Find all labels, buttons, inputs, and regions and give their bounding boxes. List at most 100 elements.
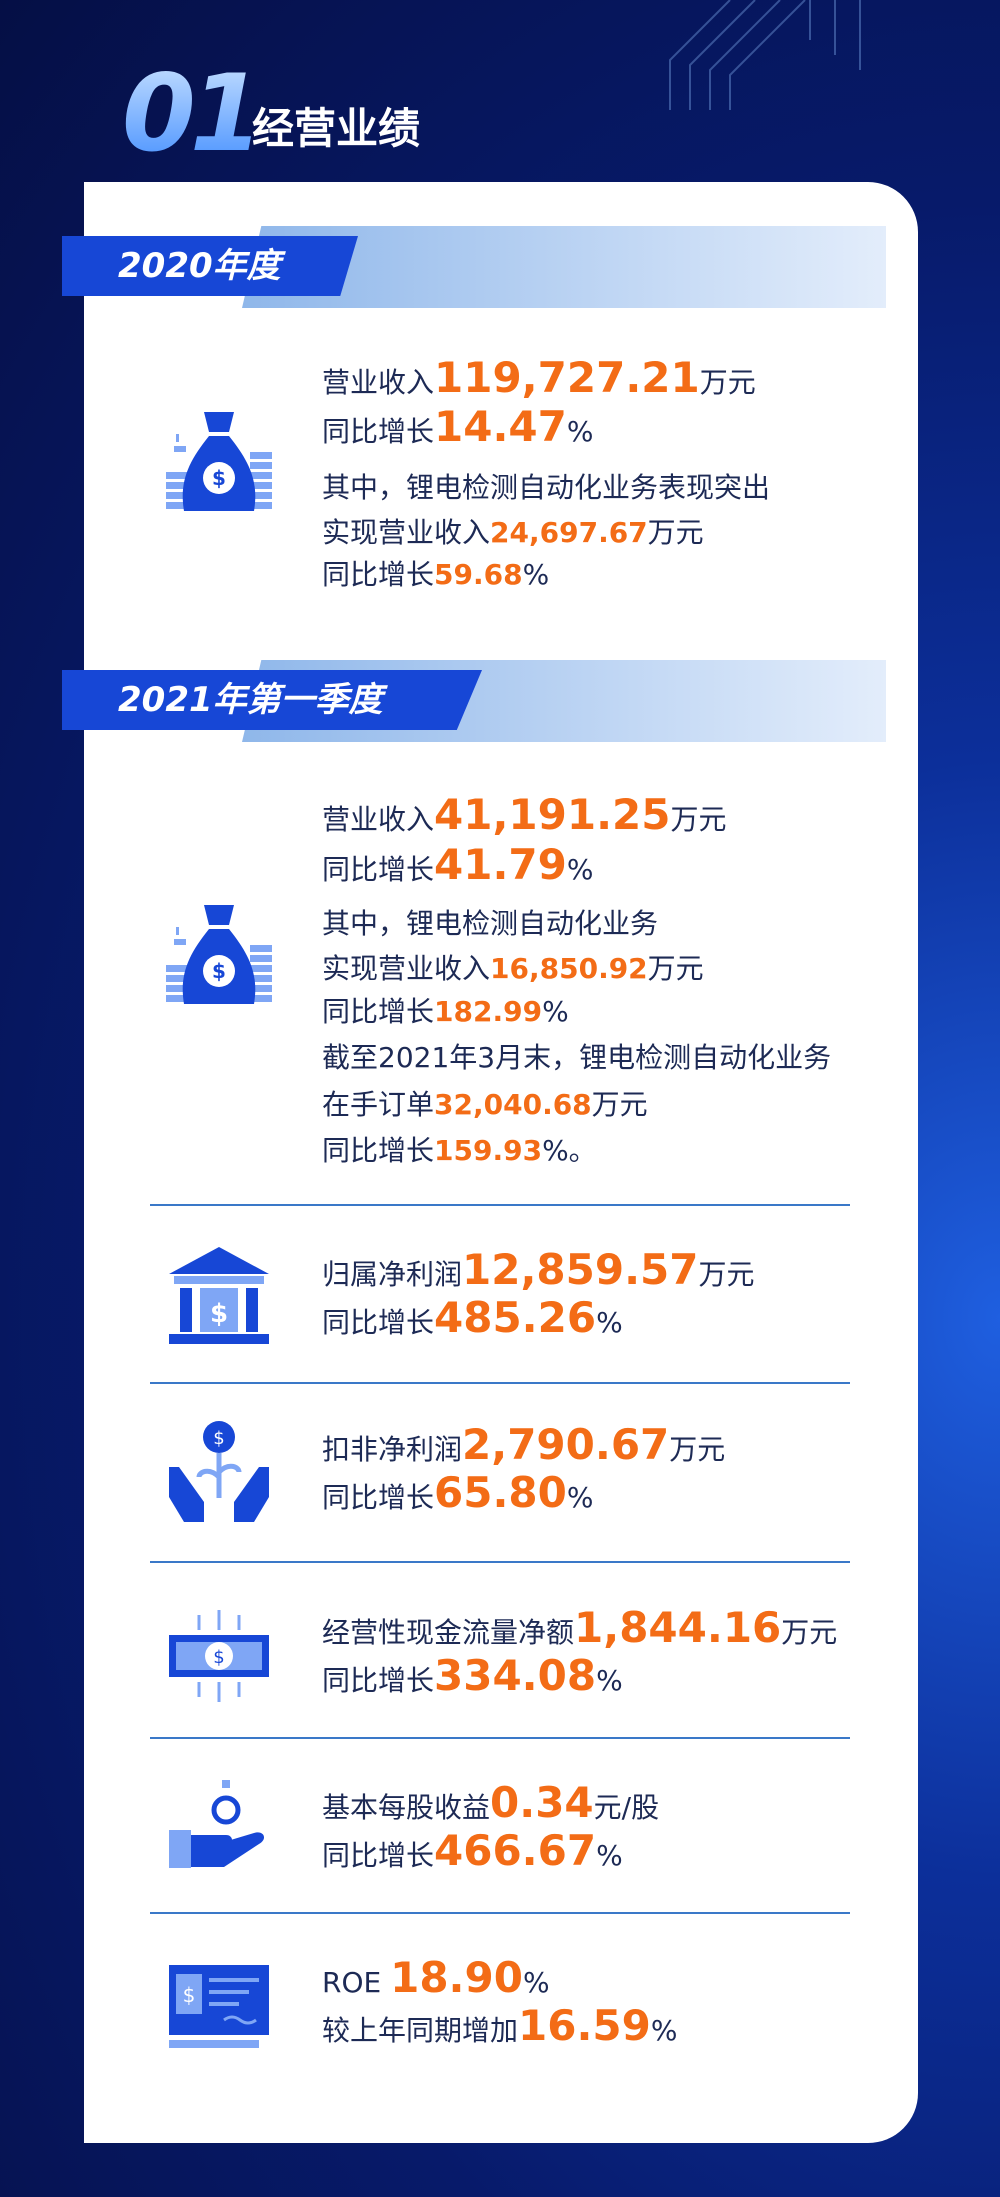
metric-unit: 万元: [669, 1433, 726, 1466]
metric-label: 同比增长: [322, 995, 435, 1028]
banknote-icon: $: [164, 1600, 274, 1710]
money-bag-icon: $: [164, 905, 274, 1015]
metric-line: ROE 18.90%: [322, 1957, 550, 2003]
metric-line: 同比增长485.26%: [322, 1297, 623, 1343]
metric-line: 营业收入41,191.25万元: [322, 794, 727, 840]
metric-unit: %: [596, 1839, 623, 1872]
metric-unit: 万元: [699, 366, 756, 399]
metric-unit: %: [650, 2014, 678, 2047]
divider: [150, 1204, 850, 1206]
metric-line: 同比增长159.93%。: [322, 1131, 597, 1171]
svg-text:$: $: [210, 1299, 228, 1329]
metric-line: 基本每股收益0.34元/股: [322, 1782, 660, 1828]
metric-label: 同比增长: [322, 558, 435, 591]
metric-unit: 万元: [670, 803, 727, 836]
hand-coin-icon: [164, 1775, 274, 1885]
metric-value: 24,697.67: [490, 516, 648, 549]
metric-value: 41.79: [434, 840, 567, 889]
metric-unit: %。: [542, 1134, 597, 1167]
metric-label: 同比增长: [322, 1664, 435, 1697]
section-title: 经营业绩: [252, 104, 421, 153]
metric-line: 在手订单32,040.68万元: [322, 1085, 648, 1125]
metric-line: 经营性现金流量净额1,844.16万元: [322, 1607, 838, 1653]
metric-value: 119,727.21: [434, 353, 700, 402]
metric-label: 营业收入: [322, 803, 435, 836]
metric-unit: 万元: [647, 952, 704, 985]
metric-unit: 元/股: [593, 1791, 660, 1824]
metric-unit: 万元: [698, 1258, 755, 1291]
text-line: 截至2021年3月末，锂电检测自动化业务: [322, 1041, 832, 1074]
divider: [150, 1912, 850, 1914]
metric-value: 466.67: [434, 1826, 597, 1875]
bank-icon: $: [164, 1242, 274, 1352]
metric-value: 18.90: [390, 1953, 523, 2002]
metric-label: 同比增长: [322, 1134, 435, 1167]
metric-unit: %: [566, 415, 594, 448]
text-line: 其中，锂电检测自动化业务: [322, 907, 659, 940]
metric-label: 在手订单: [322, 1088, 435, 1121]
metric-value: 65.80: [434, 1468, 567, 1517]
metric-label: 实现营业收入: [322, 952, 491, 985]
hands-plant-coin-icon: $: [164, 1417, 274, 1527]
metric-unit: %: [566, 853, 594, 886]
metric-line: 同比增长14.47%: [322, 406, 594, 452]
metric-label: 同比增长: [322, 1306, 435, 1339]
metric-unit: %: [522, 558, 550, 591]
metric-line: 实现营业收入16,850.92万元: [322, 949, 704, 989]
metric-label: 经营性现金流量净额: [322, 1616, 575, 1649]
metric-value: 2,790.67: [462, 1420, 670, 1469]
divider: [150, 1382, 850, 1384]
metric-value: 32,040.68: [434, 1088, 592, 1121]
metric-label: 扣非净利润: [322, 1433, 463, 1466]
metric-label: 营业收入: [322, 366, 435, 399]
metric-value: 41,191.25: [434, 790, 671, 839]
metric-unit: 万元: [591, 1088, 648, 1121]
metric-line: 同比增长59.68%: [322, 555, 549, 595]
metric-line: 实现营业收入24,697.67万元: [322, 513, 704, 553]
metric-value: 59.68: [434, 558, 523, 591]
metric-unit: %: [596, 1306, 623, 1339]
metric-label: 较上年同期增加: [322, 2014, 519, 2047]
metric-unit: %: [542, 995, 569, 1028]
metric-line: 同比增长182.99%: [322, 992, 569, 1032]
metric-value: 159.93: [434, 1134, 543, 1167]
metric-label: 实现营业收入: [322, 516, 491, 549]
divider: [150, 1561, 850, 1563]
metric-line: 较上年同期增加16.59%: [322, 2005, 678, 2051]
metric-line: 同比增长334.08%: [322, 1655, 623, 1701]
metric-label: 同比增长: [322, 1481, 435, 1514]
metric-label: 基本每股收益: [322, 1791, 491, 1824]
circuit-decoration: [669, 0, 861, 110]
metric-value: 0.34: [490, 1778, 594, 1827]
metric-label: 归属净利润: [322, 1258, 463, 1291]
metric-label: 同比增长: [322, 415, 435, 448]
svg-text:$: $: [183, 1983, 196, 2007]
metric-line: 扣非净利润2,790.67万元: [322, 1424, 726, 1470]
text-line: 其中，锂电检测自动化业务表现突出: [322, 471, 771, 504]
metric-label: 同比增长: [322, 853, 435, 886]
metric-unit: 万元: [647, 516, 704, 549]
metric-value: 14.47: [434, 402, 567, 451]
metric-line: 营业收入119,727.21万元: [322, 357, 756, 403]
metric-line: 同比增长65.80%: [322, 1472, 594, 1518]
metric-unit: %: [522, 1966, 550, 1999]
svg-text:$: $: [212, 466, 226, 490]
metric-line: 同比增长466.67%: [322, 1830, 623, 1876]
svg-text:$: $: [213, 1428, 224, 1449]
metric-unit: %: [566, 1481, 594, 1514]
metric-unit: %: [596, 1664, 623, 1697]
metric-value: 1,844.16: [574, 1603, 782, 1652]
svg-text:$: $: [213, 1647, 224, 1668]
metric-value: 485.26: [434, 1293, 597, 1342]
tag-2020: 2020年度: [62, 236, 358, 296]
check-document-icon: $: [164, 1950, 274, 2060]
metric-label: 同比增长: [322, 1839, 435, 1872]
section-number: 01: [122, 52, 263, 175]
tag-2021q1: 2021年第一季度: [62, 670, 482, 730]
metric-unit: 万元: [781, 1616, 838, 1649]
metric-line: 同比增长41.79%: [322, 844, 594, 890]
metric-value: 334.08: [434, 1651, 597, 1700]
metric-line: 归属净利润12,859.57万元: [322, 1249, 755, 1295]
metric-value: 16,850.92: [490, 952, 648, 985]
metric-value: 182.99: [434, 995, 543, 1028]
